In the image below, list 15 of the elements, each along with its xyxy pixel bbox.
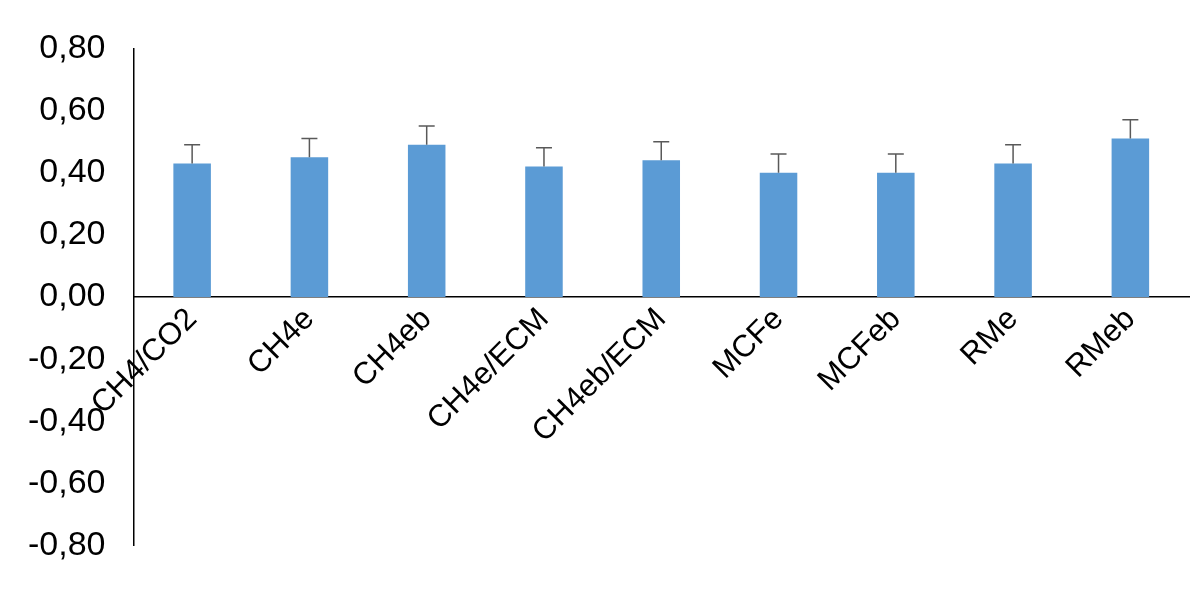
bar [759,172,798,297]
y-tick-label: -0,80 [28,523,106,562]
bar [173,163,211,297]
bar [994,163,1032,297]
y-tick-label: 0,20 [39,213,106,252]
y-tick-label: 0,40 [39,151,106,190]
y-tick-label: 0,80 [39,26,106,65]
bar [877,172,915,297]
bar [407,144,446,297]
y-tick-label: 0,60 [39,88,106,127]
y-tick-label: -0,60 [28,461,106,500]
bar [290,157,329,297]
bar [642,160,681,297]
bar [1111,138,1150,297]
bar [525,166,563,297]
